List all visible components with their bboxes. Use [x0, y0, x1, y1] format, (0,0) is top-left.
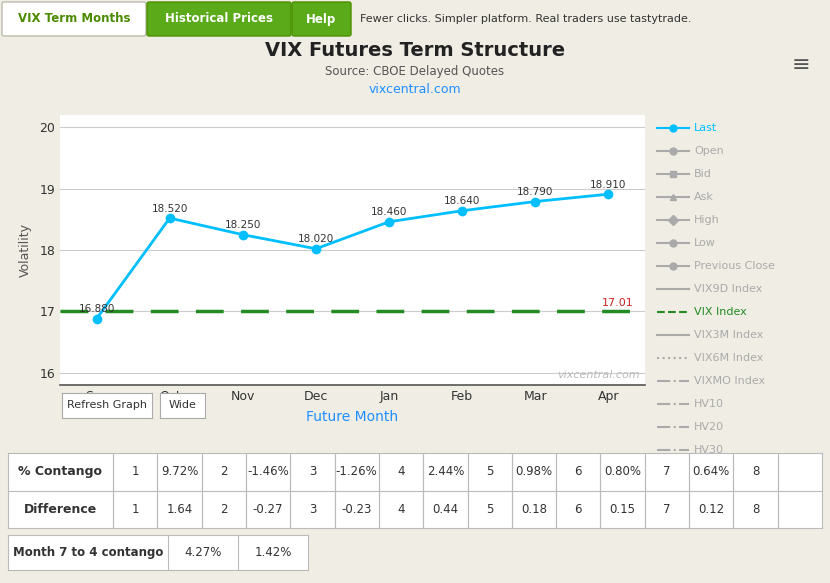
- Text: vixcentral.com: vixcentral.com: [558, 370, 640, 380]
- Text: Previous Close: Previous Close: [694, 261, 775, 271]
- Text: Open: Open: [694, 146, 724, 156]
- Text: VIX3M Index: VIX3M Index: [694, 330, 764, 340]
- Text: 2.44%: 2.44%: [427, 465, 464, 478]
- Text: 4: 4: [398, 465, 405, 478]
- Text: % Contango: % Contango: [18, 465, 102, 478]
- Text: VIX9D Index: VIX9D Index: [694, 284, 763, 294]
- Text: 0.18: 0.18: [521, 503, 547, 516]
- Text: 1.42%: 1.42%: [254, 546, 291, 559]
- Text: 0.98%: 0.98%: [515, 465, 553, 478]
- Text: Difference: Difference: [24, 503, 97, 516]
- Text: -1.26%: -1.26%: [336, 465, 378, 478]
- Text: 1: 1: [131, 465, 139, 478]
- Text: 5: 5: [486, 503, 493, 516]
- Text: 18.910: 18.910: [590, 180, 627, 190]
- Text: vixcentral.com: vixcentral.com: [369, 83, 461, 96]
- Text: Wide: Wide: [168, 401, 197, 410]
- Text: HV20: HV20: [694, 422, 724, 432]
- Text: VIX6M Index: VIX6M Index: [694, 353, 764, 363]
- Text: Fewer clicks. Simpler platform. Real traders use tastytrade.: Fewer clicks. Simpler platform. Real tra…: [360, 14, 691, 24]
- Text: 7: 7: [663, 503, 671, 516]
- Text: -0.23: -0.23: [341, 503, 372, 516]
- Text: -1.46%: -1.46%: [247, 465, 289, 478]
- Text: ≡: ≡: [791, 55, 810, 75]
- Text: 18.640: 18.640: [444, 196, 481, 206]
- Text: 3: 3: [309, 503, 316, 516]
- Text: 4: 4: [398, 503, 405, 516]
- Text: VIX Futures Term Structure: VIX Futures Term Structure: [265, 41, 565, 60]
- Text: Historical Prices: Historical Prices: [165, 12, 273, 26]
- Text: -0.27: -0.27: [253, 503, 283, 516]
- Text: 0.80%: 0.80%: [604, 465, 641, 478]
- Text: 0.44: 0.44: [432, 503, 458, 516]
- Text: 6: 6: [574, 465, 582, 478]
- Text: 9.72%: 9.72%: [161, 465, 198, 478]
- Text: VIXMO Index: VIXMO Index: [694, 376, 765, 386]
- Text: VIX Index: VIX Index: [694, 307, 747, 317]
- Text: Month 7 to 4 contango: Month 7 to 4 contango: [12, 546, 164, 559]
- Text: 3: 3: [309, 465, 316, 478]
- Text: HV30: HV30: [694, 445, 724, 455]
- Text: 1.64: 1.64: [166, 503, 193, 516]
- Text: 0.64%: 0.64%: [692, 465, 730, 478]
- Text: 7: 7: [663, 465, 671, 478]
- Text: 18.020: 18.020: [298, 234, 334, 244]
- Text: Refresh Graph: Refresh Graph: [67, 401, 147, 410]
- Text: Bid: Bid: [694, 169, 712, 179]
- FancyBboxPatch shape: [147, 2, 291, 36]
- Y-axis label: Volatility: Volatility: [19, 223, 32, 277]
- FancyBboxPatch shape: [292, 2, 351, 36]
- Text: Low: Low: [694, 238, 715, 248]
- Text: 1: 1: [131, 503, 139, 516]
- Text: 5: 5: [486, 465, 493, 478]
- Text: High: High: [694, 215, 720, 225]
- Text: Help: Help: [306, 12, 336, 26]
- Text: Ask: Ask: [694, 192, 714, 202]
- FancyBboxPatch shape: [2, 2, 146, 36]
- Text: 8: 8: [752, 503, 759, 516]
- Text: 2: 2: [220, 465, 227, 478]
- Text: 0.15: 0.15: [609, 503, 636, 516]
- X-axis label: Future Month: Future Month: [306, 410, 398, 424]
- Text: 6: 6: [574, 503, 582, 516]
- Text: 18.520: 18.520: [152, 204, 188, 214]
- Text: 17.01: 17.01: [603, 298, 634, 308]
- Text: Source: CBOE Delayed Quotes: Source: CBOE Delayed Quotes: [325, 65, 505, 78]
- Text: 16.880: 16.880: [78, 304, 115, 314]
- Text: Last: Last: [694, 123, 717, 133]
- Text: 18.460: 18.460: [371, 208, 408, 217]
- Text: 4.27%: 4.27%: [184, 546, 222, 559]
- Text: 8: 8: [752, 465, 759, 478]
- Text: HV10: HV10: [694, 399, 724, 409]
- Text: 2: 2: [220, 503, 227, 516]
- Text: 0.12: 0.12: [698, 503, 725, 516]
- Text: VIX Term Months: VIX Term Months: [17, 12, 130, 26]
- Text: 18.250: 18.250: [225, 220, 261, 230]
- Text: 18.790: 18.790: [517, 187, 554, 197]
